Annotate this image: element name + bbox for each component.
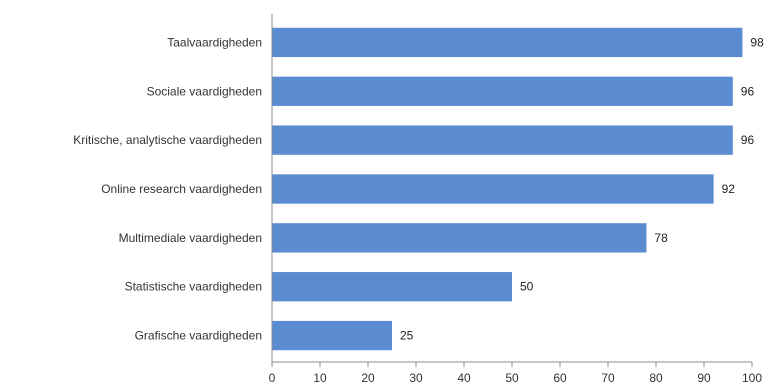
x-tick-label: 20 (361, 371, 375, 385)
value-labels: 98 96 96 92 78 50 25 (400, 35, 764, 342)
data-label: 78 (654, 231, 668, 245)
category-label: Sociale vaardigheden (147, 84, 262, 98)
data-label: 98 (750, 35, 764, 49)
x-tick-label: 10 (313, 371, 327, 385)
x-tick-label: 60 (553, 371, 567, 385)
data-label: 96 (741, 133, 755, 147)
category-label: Multimediale vaardigheden (119, 231, 262, 245)
x-tick-label: 100 (742, 371, 762, 385)
x-tick-label: 50 (505, 371, 519, 385)
bar (272, 272, 512, 302)
x-tick-label: 40 (457, 371, 471, 385)
category-labels: Taalvaardigheden Sociale vaardigheden Krit… (73, 35, 262, 342)
x-tick-label: 0 (269, 371, 276, 385)
x-tick-label: 80 (649, 371, 663, 385)
bar (272, 76, 733, 106)
data-label: 25 (400, 329, 414, 343)
category-label: Online research vaardigheden (101, 182, 262, 196)
bar (272, 223, 647, 253)
x-tick-label: 70 (601, 371, 615, 385)
bar (272, 125, 733, 155)
data-label: 50 (520, 280, 534, 294)
category-label: Grafische vaardigheden (135, 329, 262, 343)
data-label: 96 (741, 84, 755, 98)
category-label: Taalvaardigheden (167, 35, 262, 49)
bars-group (272, 27, 743, 351)
x-tick-label: 90 (697, 371, 711, 385)
category-label: Statistische vaardigheden (125, 280, 262, 294)
bar (272, 174, 714, 204)
bar (272, 27, 743, 58)
bar (272, 320, 392, 351)
category-label: Kritische, analytische vaardigheden (73, 133, 262, 147)
data-label: 92 (722, 182, 736, 196)
x-ticks-group: 0 10 20 30 40 50 60 70 80 90 100 (269, 362, 762, 385)
x-tick-label: 30 (409, 371, 423, 385)
